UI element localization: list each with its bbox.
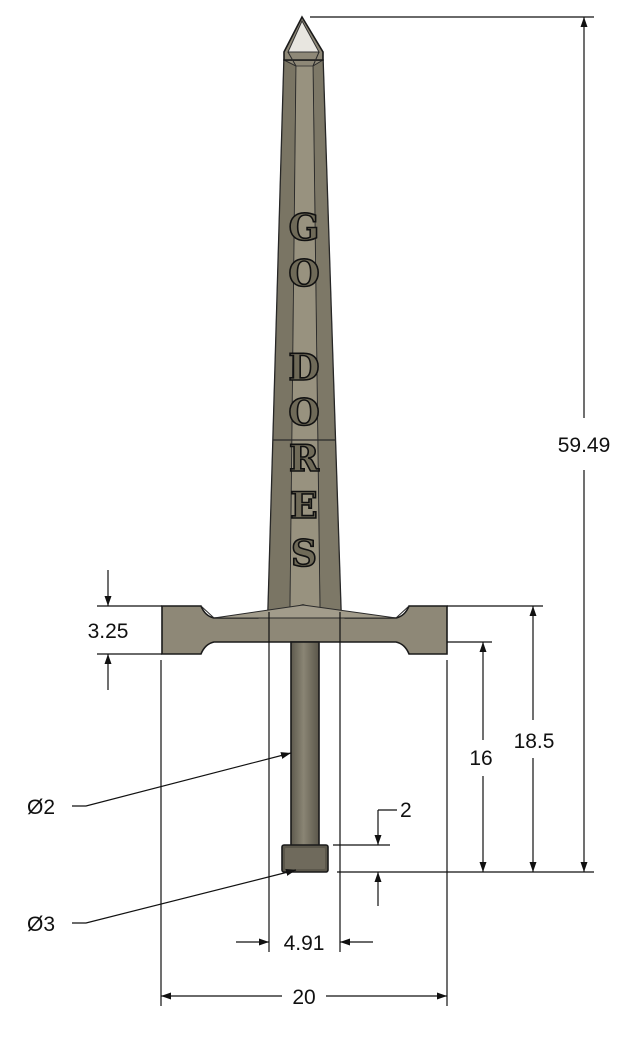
engraving-letter-e: E [290,485,317,527]
pin-cap-face [285,848,325,869]
leader-cap-diameter-label: Ø3 [27,913,55,936]
dim-cap-height-label: 2 [400,799,412,822]
dim-guard-to-bottom-label: 18.5 [514,730,555,753]
engraving-letter-s: S [291,533,317,575]
dim-guard-to-bottom: 18.5 [447,606,554,872]
engraving-letter-r: R [289,438,320,480]
pin-shaft [291,642,319,847]
dim-pin-length: 16 [447,642,493,872]
engraving-letter-g: G [289,207,320,249]
leader-pin-diameter-label: Ø2 [27,796,55,819]
dim-guard-thickness: 3.25 [88,570,162,690]
dim-overall-height: 59.49 [310,17,610,872]
leader-pin-diameter: Ø2 [27,753,291,819]
guard-crest [214,605,396,618]
engraving-letter-o2: O [288,392,319,434]
dim-blade-width-label: 4.91 [284,932,325,955]
dim-pin-length-label: 16 [469,747,492,770]
engraving-letter-d: D [288,347,319,389]
dim-cap-height: 2 [333,799,412,906]
engraving-letter-o1: O [288,253,319,295]
dim-guard-width-label: 20 [292,986,315,1009]
dim-overall-height-label: 59.49 [558,434,611,457]
dim-guard-thickness-label: 3.25 [88,620,129,643]
